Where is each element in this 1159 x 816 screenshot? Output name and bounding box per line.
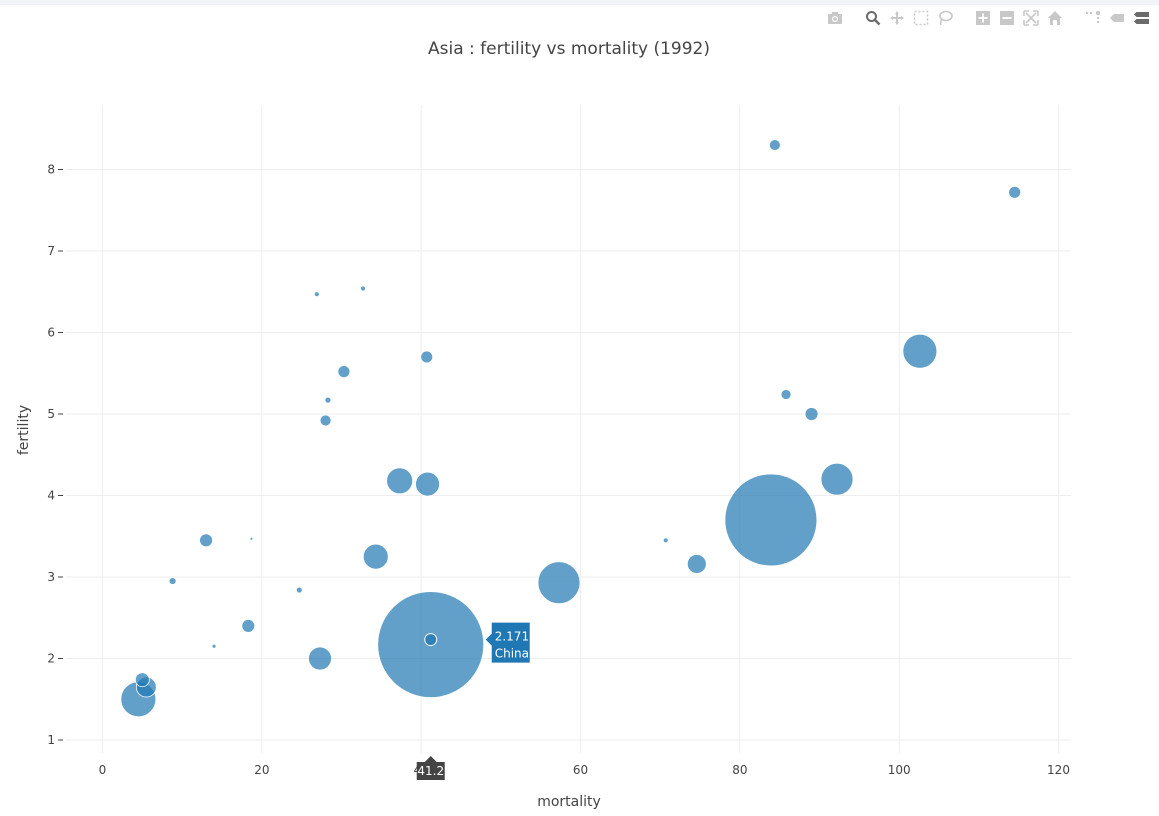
y-tick-label: 1 [47, 733, 55, 747]
data-point[interactable] [724, 473, 818, 567]
data-point[interactable] [804, 407, 819, 421]
data-point[interactable] [313, 291, 320, 298]
hover-name: China [495, 647, 529, 661]
data-point[interactable] [319, 414, 332, 427]
hover-point[interactable] [424, 633, 438, 647]
y-tick-label: 6 [47, 326, 55, 340]
reset-axes-icon[interactable] [1045, 8, 1065, 28]
data-point[interactable] [415, 471, 440, 497]
x-axis-title: mortality [537, 794, 601, 810]
y-tick-label: 2 [47, 652, 55, 666]
data-point[interactable] [249, 536, 254, 541]
y-tick-label: 3 [47, 570, 55, 584]
data-point[interactable] [308, 646, 332, 671]
hover-compare-icon[interactable] [1131, 8, 1151, 28]
x-tick-label: 120 [1047, 763, 1070, 777]
data-point[interactable] [295, 586, 303, 594]
tick-labels: 02040608010012012345678 [47, 163, 1070, 778]
data-point[interactable] [902, 333, 938, 369]
data-point[interactable] [537, 561, 581, 605]
chart-title: Asia : fertility vs mortality (1992) [428, 39, 710, 59]
x-tick-label: 100 [888, 763, 911, 777]
autoscale-icon[interactable] [1021, 8, 1041, 28]
data-point[interactable] [820, 462, 854, 496]
y-tick-label: 4 [47, 489, 55, 503]
zoom-icon[interactable] [863, 8, 883, 28]
hover-layer: 2.171 China 41.2 [416, 622, 530, 780]
hover-x-label: 41.2 [416, 756, 445, 780]
toggle-spike-lines-icon[interactable] [1083, 8, 1103, 28]
data-point[interactable] [1008, 185, 1022, 199]
top-strip [0, 0, 1159, 5]
data-point[interactable] [168, 577, 177, 585]
data-point[interactable] [211, 643, 217, 649]
modebar [825, 8, 1151, 28]
y-tick-label: 7 [47, 244, 55, 258]
y-tick-label: 5 [47, 407, 55, 421]
data-point[interactable] [324, 396, 332, 404]
y-tick-label: 8 [47, 163, 55, 177]
data-point[interactable] [662, 537, 669, 544]
y-axis-title: fertility [16, 405, 32, 455]
data-point[interactable] [362, 543, 389, 570]
data-point[interactable] [360, 285, 366, 292]
hover-y-value: 2.171 [495, 630, 529, 644]
box-select-icon[interactable] [911, 8, 931, 28]
data-point[interactable] [337, 365, 351, 379]
zoom-out-icon[interactable] [997, 8, 1017, 28]
grid [66, 105, 1071, 753]
camera-icon[interactable] [825, 8, 845, 28]
pan-icon[interactable] [887, 8, 907, 28]
x-tick-label: 60 [573, 763, 588, 777]
data-point[interactable] [768, 139, 781, 151]
x-tick-label: 80 [732, 763, 747, 777]
data-point[interactable] [386, 467, 414, 495]
x-tick-label: 0 [99, 763, 107, 777]
data-point[interactable] [780, 389, 792, 400]
lasso-select-icon[interactable] [935, 8, 955, 28]
hover-x-value: 41.2 [417, 764, 444, 778]
data-point[interactable] [134, 672, 150, 688]
data-point[interactable] [420, 350, 434, 364]
data-points [120, 139, 1022, 718]
data-point[interactable] [199, 533, 213, 548]
x-tick-label: 20 [254, 763, 269, 777]
data-point[interactable] [686, 554, 707, 574]
zoom-in-icon[interactable] [973, 8, 993, 28]
hover-label: 2.171 China [485, 622, 530, 663]
data-point[interactable] [241, 619, 256, 633]
hover-closest-icon[interactable] [1107, 8, 1127, 28]
